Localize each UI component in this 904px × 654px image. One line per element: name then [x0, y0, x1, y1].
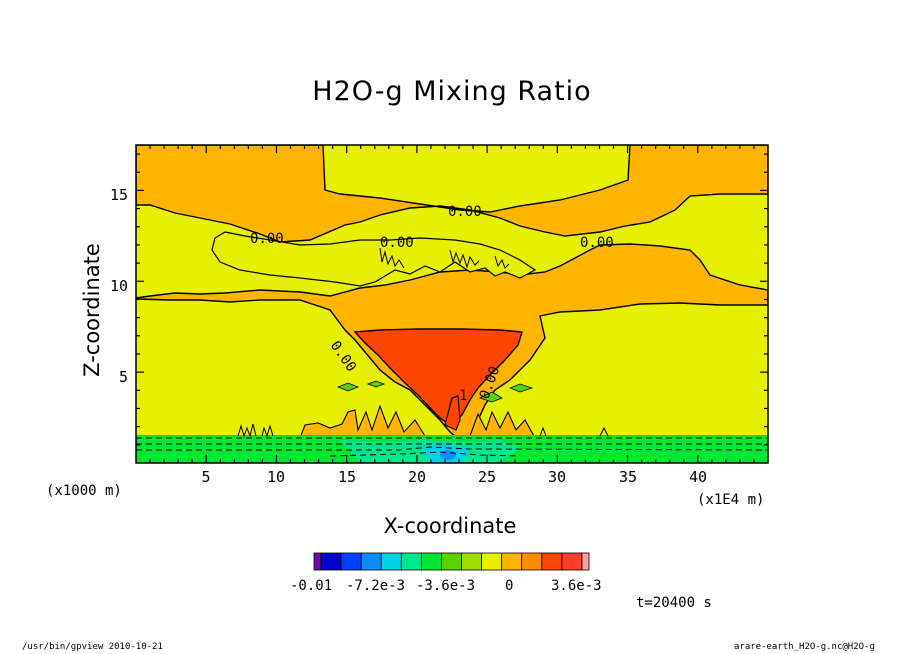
gap-region: [211, 231, 537, 287]
contour-label-upper: 0.00: [448, 204, 482, 220]
colorbar-tick-label: -7.2e-3: [346, 578, 406, 594]
upper-band-region: [136, 145, 768, 243]
x-tick-label: 35: [618, 468, 638, 486]
x-tick-label: 25: [477, 468, 497, 486]
y-tick-label: 15: [109, 186, 128, 204]
x-tick-label: 20: [407, 468, 427, 486]
contour-label-right: 0.00: [580, 235, 614, 251]
boundary-min: [440, 450, 456, 460]
x-tick-label: 5: [201, 468, 211, 486]
green-patches: [336, 380, 534, 403]
colorbar-swatch: [541, 552, 563, 571]
colorbar-swatch: [441, 552, 462, 571]
colorbar-tick-label: 3.6e-3: [551, 578, 602, 594]
x-tick-label: 15: [337, 468, 357, 486]
negative-contours: [136, 437, 768, 457]
contour-label-center: 0.00: [380, 235, 414, 251]
plot-frame: [135, 144, 769, 464]
x-unit-label: (x1000 m): [46, 483, 122, 499]
colorbar-swatch: [320, 552, 342, 571]
x-tick-label: 40: [688, 468, 708, 486]
contour-label-left: 0.00: [250, 231, 284, 247]
colorbar-swatch: [400, 552, 422, 571]
core-region: [353, 328, 523, 426]
core-tail: [444, 395, 461, 431]
colorbar-tick-label: -3.6e-3: [416, 578, 476, 594]
x-tick-label: 30: [547, 468, 567, 486]
colorbar-tick-label: -0.01: [290, 578, 333, 594]
colorbar-swatch: [481, 552, 503, 571]
colorbar-swatch: [461, 552, 483, 571]
footer-right: arare-earth_H2O-g.nc@H2O-g: [734, 642, 875, 652]
colorbar-swatch: [521, 552, 543, 571]
contour-label-one: 1: [459, 388, 467, 404]
colorbar-swatch: [380, 552, 402, 571]
x-tick-label: 10: [266, 468, 286, 486]
plot-area: [136, 145, 768, 463]
footer-left: /usr/bin/gpview 2010-10-21: [22, 642, 163, 652]
colorbar-swatch: [501, 552, 523, 571]
y-tick-label: 10: [109, 277, 128, 295]
axis-ticks: [136, 145, 768, 463]
surface-wiggles: [237, 423, 609, 438]
gap-wiggles: [379, 247, 510, 269]
colorbar-swatch: [420, 552, 442, 571]
y-tick-label: 5: [118, 368, 128, 386]
colorbar-swatch: [561, 552, 583, 571]
colorbar-swatch: [360, 552, 382, 571]
colorbar-swatch: [581, 552, 590, 571]
colorbar: [313, 552, 590, 571]
x-axis-label: X-coordinate: [383, 514, 517, 538]
colorbar-tick-label: 0: [505, 578, 514, 594]
colorbar-swatch: [313, 552, 322, 571]
time-label: t=20400 s: [636, 595, 712, 611]
y-axis-label: Z-coordinate: [80, 243, 104, 377]
colorbar-swatch: [340, 552, 362, 571]
surface-bumps: [299, 404, 536, 439]
chart-title: H2O-g Mixing Ratio: [312, 76, 592, 107]
x-scale-label: (x1E4 m): [697, 492, 765, 508]
